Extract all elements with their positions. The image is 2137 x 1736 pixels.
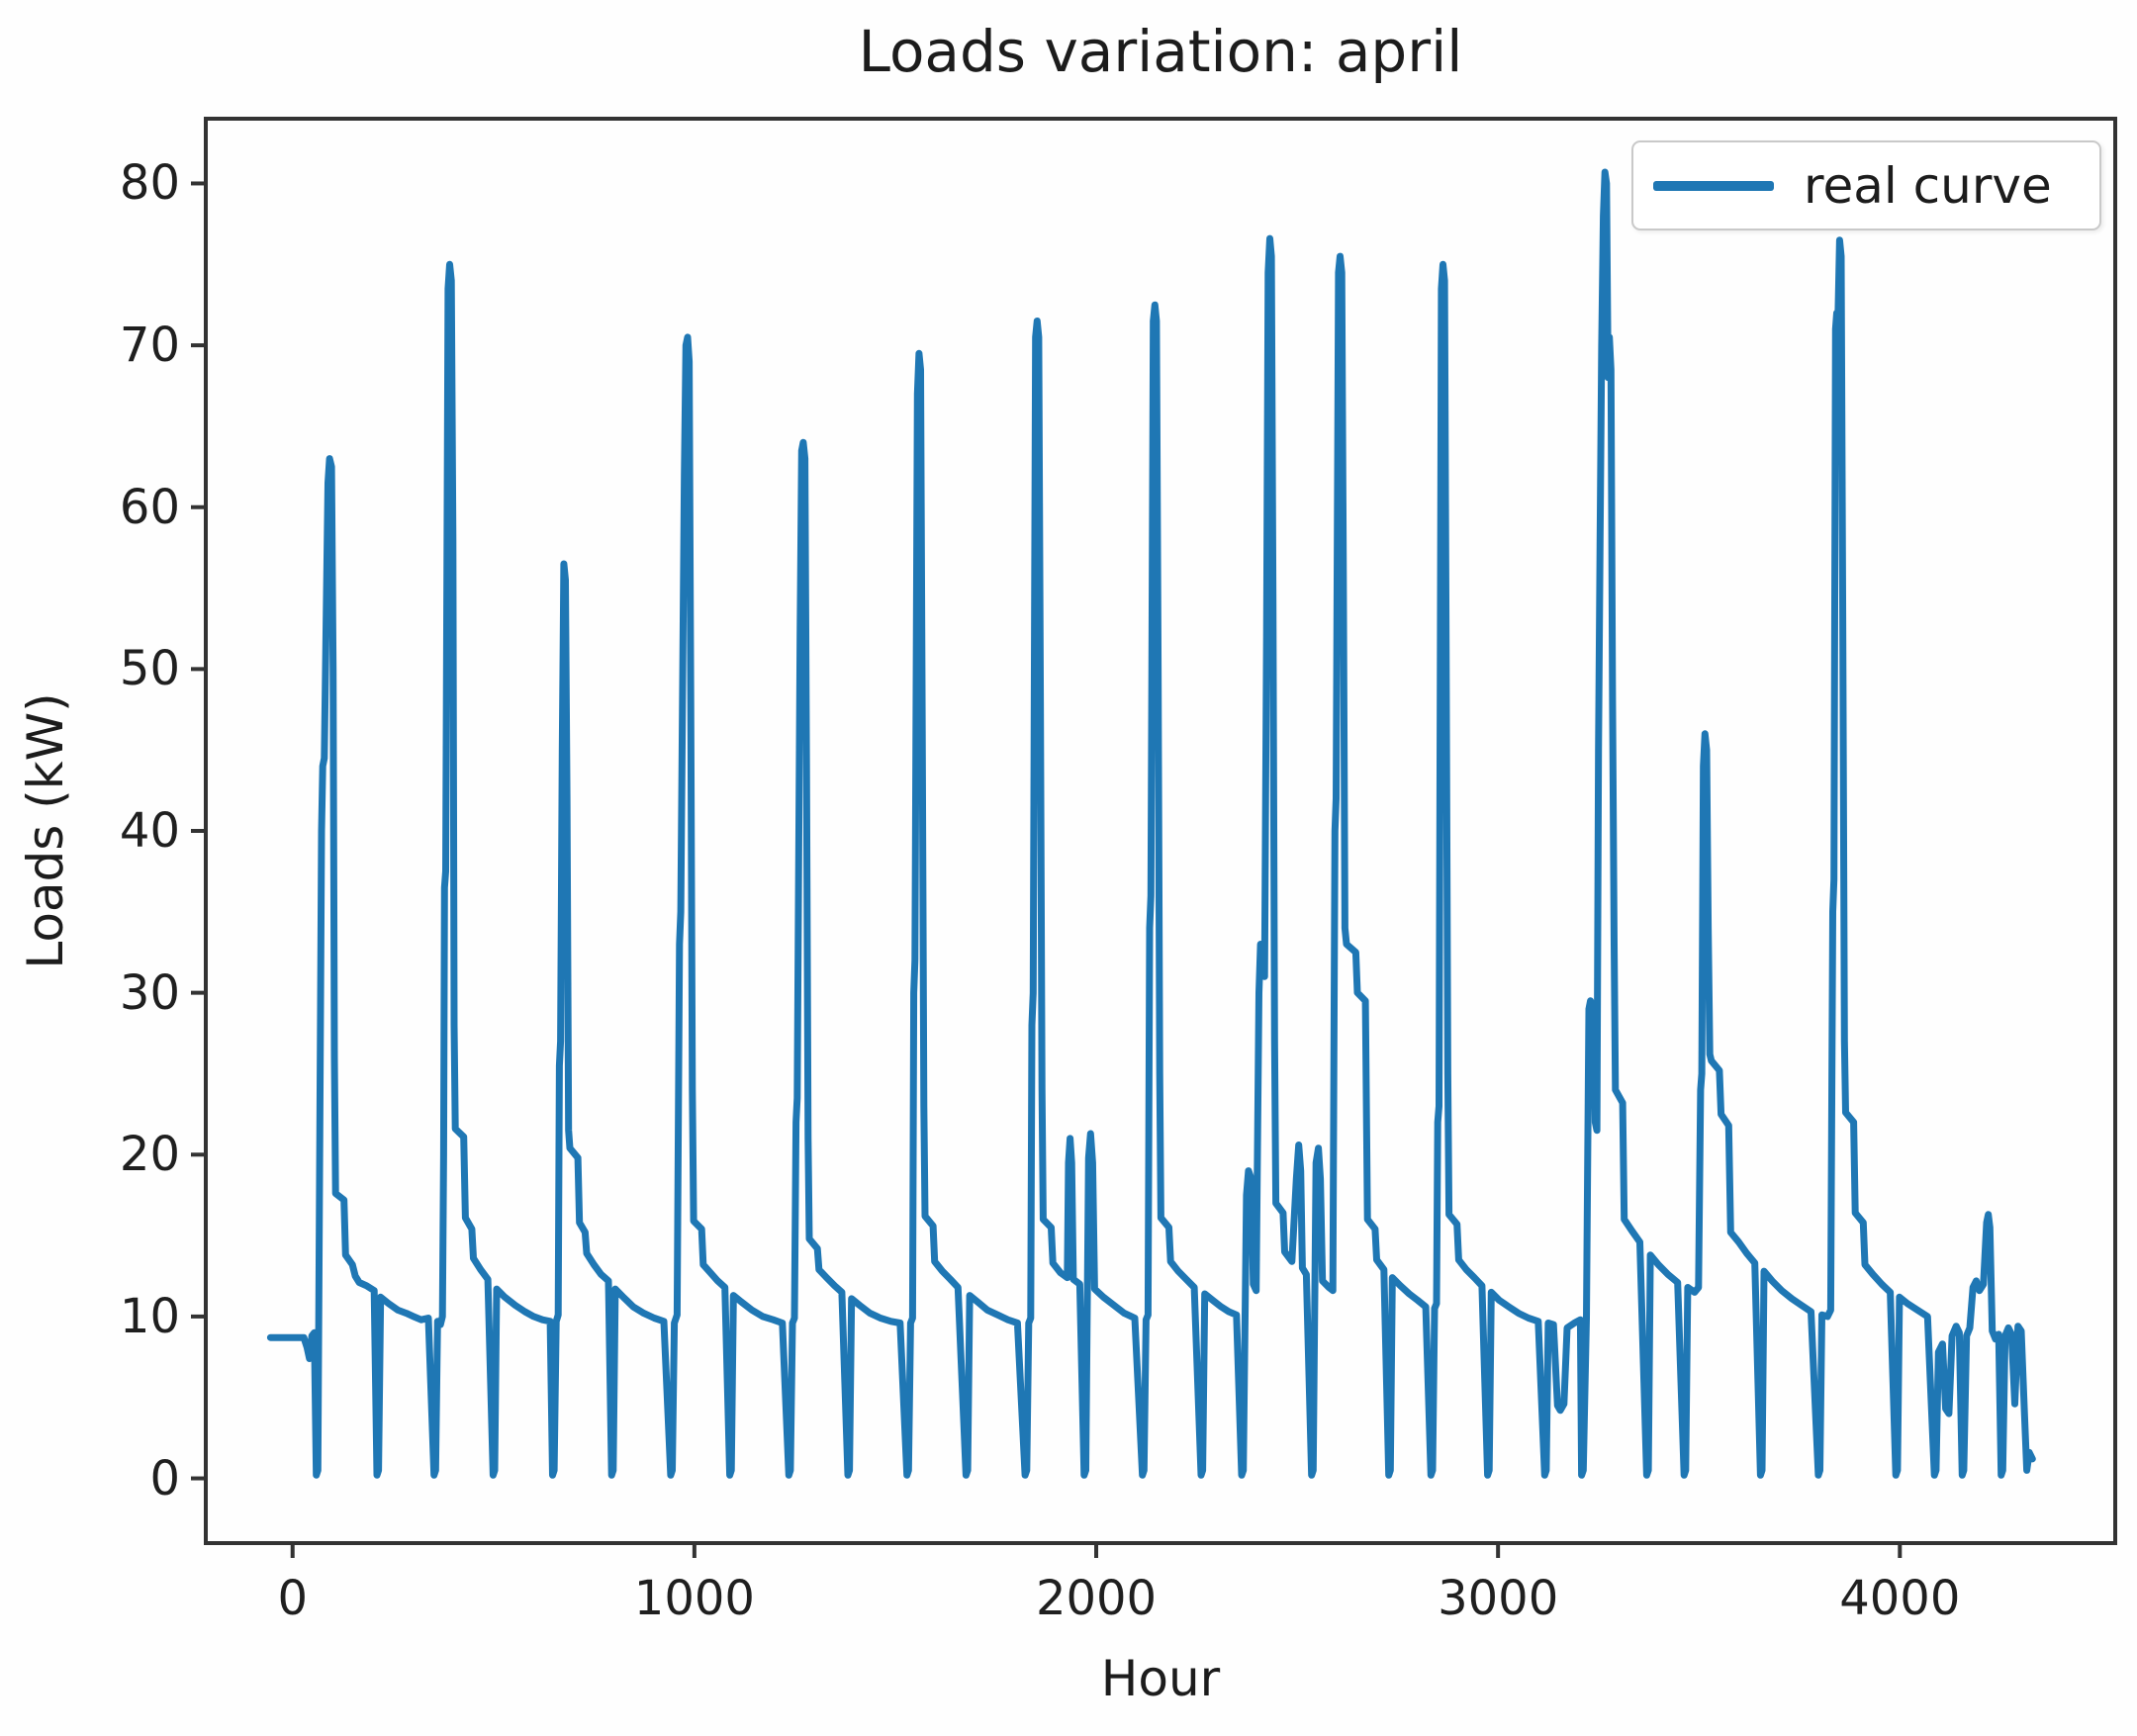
legend: real curve <box>1631 140 2101 230</box>
y-tick-label: 40 <box>119 803 180 859</box>
chart-title: Loads variation: april <box>858 18 1463 85</box>
y-tick-label: 20 <box>119 1127 180 1183</box>
x-tick-label: 2000 <box>1035 1571 1158 1626</box>
series-line-real-curve <box>266 168 2036 1479</box>
legend-label: real curve <box>1804 156 2052 215</box>
y-tick-label: 80 <box>119 155 180 212</box>
x-tick-label: 3000 <box>1438 1571 1559 1626</box>
x-tick-label: 1000 <box>633 1571 755 1626</box>
y-tick-label: 60 <box>119 479 180 535</box>
legend-line-sample <box>1653 180 1774 191</box>
y-tick-label: 50 <box>119 641 180 697</box>
y-tick-label: 70 <box>119 318 180 374</box>
y-tick-label: 10 <box>119 1288 180 1344</box>
y-tick-label: 30 <box>119 964 180 1021</box>
x-axis-label: Hour <box>1100 1650 1221 1707</box>
x-tick-label: 4000 <box>1839 1571 1961 1626</box>
x-tick-label: 0 <box>277 1571 308 1626</box>
y-tick-label: 0 <box>149 1450 180 1507</box>
